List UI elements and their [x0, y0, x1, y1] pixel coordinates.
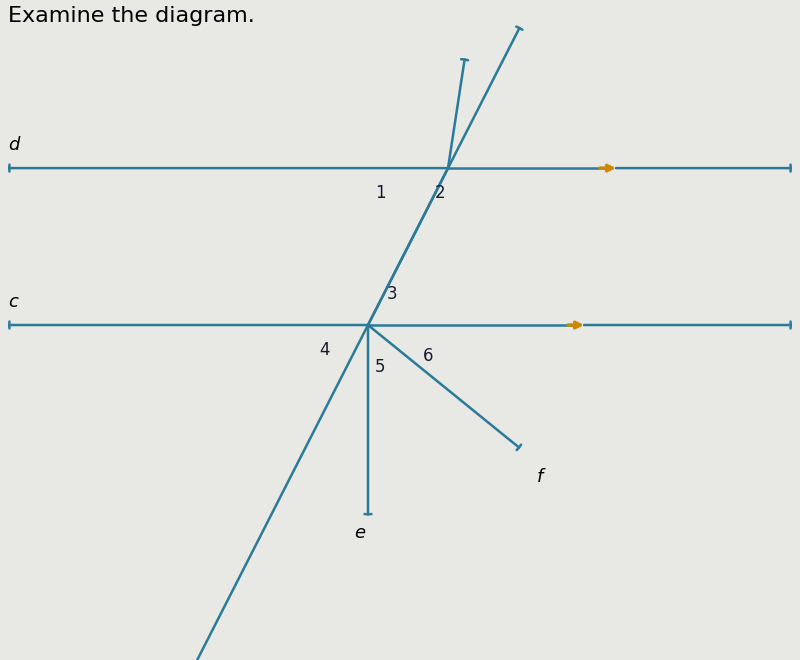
Text: 6: 6 — [422, 346, 434, 365]
Text: 4: 4 — [318, 341, 330, 359]
Text: 1: 1 — [374, 184, 386, 203]
Text: d: d — [8, 136, 19, 154]
Text: f: f — [537, 468, 543, 486]
Text: c: c — [8, 293, 18, 311]
Text: Examine the diagram.: Examine the diagram. — [8, 5, 254, 26]
Text: e: e — [354, 524, 366, 542]
Text: 5: 5 — [374, 358, 386, 376]
Text: 2: 2 — [434, 184, 446, 203]
Text: 3: 3 — [386, 285, 398, 303]
